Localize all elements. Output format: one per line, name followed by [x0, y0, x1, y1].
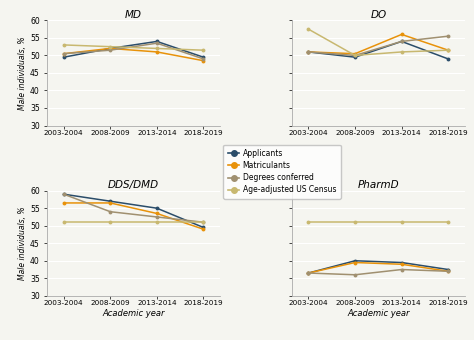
Title: MD: MD: [125, 10, 142, 20]
Title: DO: DO: [370, 10, 386, 20]
Y-axis label: Male individuals, %: Male individuals, %: [18, 36, 27, 110]
X-axis label: Academic year: Academic year: [347, 309, 410, 318]
Title: DDS/DMD: DDS/DMD: [108, 180, 159, 190]
Y-axis label: Male individuals, %: Male individuals, %: [18, 206, 27, 280]
Title: PharmD: PharmD: [357, 180, 399, 190]
Legend: Applicants, Matriculants, Degrees conferred, Age-adjusted US Census: Applicants, Matriculants, Degrees confer…: [223, 144, 341, 199]
X-axis label: Academic year: Academic year: [102, 309, 165, 318]
